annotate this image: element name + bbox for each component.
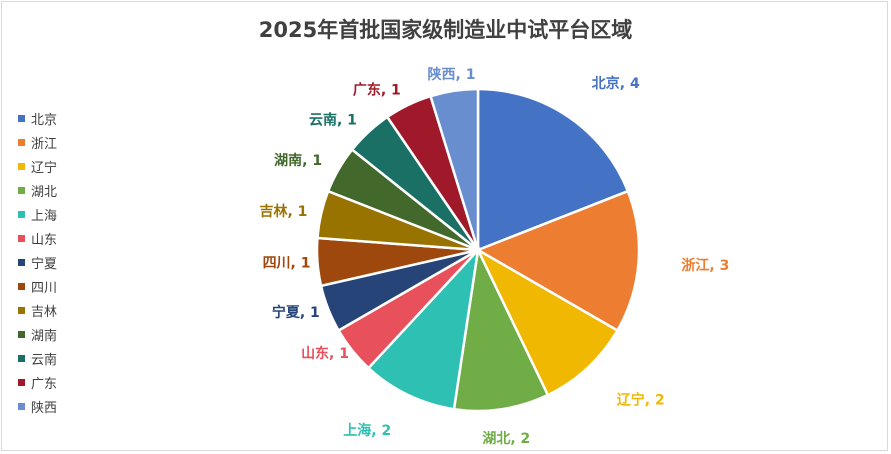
pie-slice (428, 87, 480, 251)
legend-item: 陕西 (18, 394, 57, 418)
data-label: 云南, 1 (309, 112, 357, 129)
data-label: 陕西, 1 (428, 66, 476, 83)
legend-item: 吉林 (18, 298, 57, 322)
legend-label: 湖南 (31, 328, 58, 344)
legend-item: 浙江 (18, 130, 57, 154)
data-label: 北京, 4 (592, 75, 640, 92)
chart-title: 2025年首批国家级制造业中试平台区域 (258, 18, 633, 42)
legend-item: 四川 (18, 274, 57, 298)
legend-label: 北京 (31, 112, 58, 128)
pie-slice (452, 245, 550, 413)
legend-label: 陕西 (31, 400, 58, 416)
pie-slice (366, 246, 480, 411)
legend-item: 云南 (18, 346, 57, 370)
legend-item: 湖南 (18, 322, 57, 346)
legend-swatch (18, 258, 25, 266)
legend-swatch (18, 306, 25, 314)
data-label: 浙江, 3 (681, 257, 729, 274)
legend-label: 山东 (31, 232, 58, 248)
data-label: 山东, 1 (301, 345, 349, 362)
legend-item: 北京 (18, 106, 57, 130)
data-label: 上海, 2 (343, 422, 391, 439)
legend-label: 辽宁 (31, 160, 58, 176)
legend-item: 宁夏 (18, 250, 57, 274)
legend-swatch (18, 186, 25, 194)
legend-swatch (18, 210, 25, 218)
legend-label: 宁夏 (31, 256, 58, 272)
pie-slice (475, 246, 620, 397)
legend-label: 吉林 (31, 304, 58, 320)
data-label: 吉林, 1 (259, 203, 307, 220)
legend-item: 上海 (18, 202, 57, 226)
legend-label: 浙江 (31, 136, 58, 152)
legend-item: 辽宁 (18, 154, 57, 178)
legend-swatch (18, 234, 25, 242)
legend-label: 湖北 (31, 184, 58, 200)
legend-swatch (18, 162, 25, 170)
legend-swatch (18, 282, 25, 290)
data-label: 宁夏, 1 (272, 304, 320, 321)
legend-swatch (18, 330, 25, 338)
legend-item: 广东 (18, 370, 57, 394)
legend-label: 四川 (31, 280, 58, 296)
pie-slice (475, 189, 641, 333)
legend-swatch (18, 114, 25, 122)
data-label: 辽宁, 2 (617, 392, 665, 409)
legend-swatch (18, 378, 25, 386)
chart-legend: 北京浙江辽宁湖北上海山东宁夏四川吉林湖南云南广东陕西 (18, 106, 57, 418)
legend-label: 云南 (31, 352, 58, 368)
legend-label: 上海 (31, 208, 58, 224)
data-label: 湖南, 1 (274, 152, 322, 169)
legend-swatch (18, 402, 25, 410)
pie-slice (476, 87, 630, 252)
data-label: 广东, 1 (353, 82, 401, 99)
legend-item: 湖北 (18, 178, 57, 202)
data-label: 四川, 1 (263, 256, 311, 272)
legend-item: 山东 (18, 226, 57, 250)
legend-swatch (18, 138, 25, 146)
legend-swatch (18, 354, 25, 362)
legend-label: 广东 (31, 376, 58, 392)
data-label: 湖北, 2 (482, 431, 530, 447)
